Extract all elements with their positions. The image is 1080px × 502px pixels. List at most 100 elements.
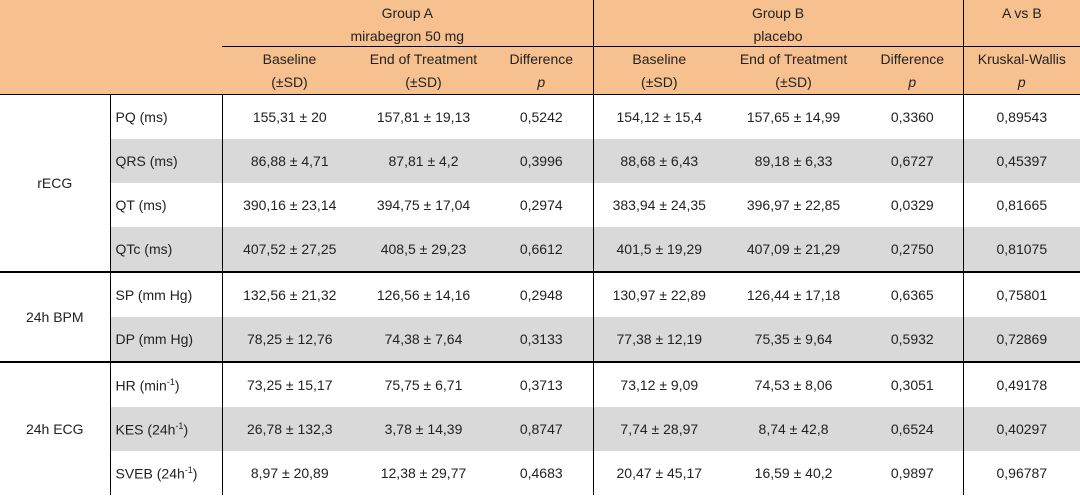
parameter-name: HR (min	[115, 377, 167, 394]
cell-a-end: 75,75 ± 6,71	[357, 361, 490, 407]
cell-b-end: 16,59 ± 40,2	[754, 465, 833, 481]
cell-a-p: 0,3996	[490, 139, 594, 183]
parameter-name: QT (ms)	[115, 197, 167, 213]
cell-kw: 0,75801	[963, 271, 1080, 317]
parameter-label: QTc (ms)	[110, 227, 223, 272]
parameter-name: DP (mm Hg)	[115, 331, 194, 347]
header-blank	[0, 0, 222, 25]
table-row: KES (24h-1) 26,78 ± 132,3 3,78 ± 14,39 0,87…	[0, 407, 1080, 451]
table-row: DP (mm Hg) 78,25 ± 12,76 74,38 ± 7,64 0,313…	[0, 317, 1080, 362]
cell-a-end: 408,5 ± 29,23	[357, 227, 490, 272]
cell-b-p: 0,3360	[862, 94, 964, 139]
parameter-label: QRS (ms)	[110, 139, 223, 183]
parameter-name: QRS (ms)	[115, 153, 178, 169]
cell-a-base: 407,52 ± 27,25	[222, 227, 357, 272]
cell-b-base: 7,74 ± 28,97	[593, 407, 726, 451]
cell-b-end: 126,44 ± 17,18	[725, 271, 863, 317]
cell-b-p: 0,6365	[862, 271, 964, 317]
group-label: 24h BPM	[0, 271, 111, 362]
group-b-title: Group B	[593, 0, 964, 25]
cell-a-end: 87,81 ± 4,2	[357, 139, 490, 183]
table-row: QTc (ms) 407,52 ± 27,25 408,5 ± 29,23 0,661…	[0, 227, 1080, 272]
col-a-diff: Difference	[490, 46, 594, 70]
parameter-unit-exponent: -1	[175, 420, 184, 431]
cell-kw: 0,45397	[963, 139, 1080, 183]
cell-b-p: 0,0329	[862, 183, 964, 227]
cell-b-base: 88,68 ± 6,43	[593, 139, 726, 183]
table-row: 24h BPM SP (mm Hg) 132,56 ± 21,32 126,56 ± …	[0, 271, 1080, 362]
parameter-label: DP (mm Hg)	[110, 317, 223, 362]
col-b-p: p	[862, 70, 964, 95]
parameter-name: SVEB (24h	[115, 465, 185, 482]
group-b-subtitle: placebo	[593, 25, 964, 47]
cell-b-p: 0,3051	[862, 361, 964, 407]
cell-a-base: 78,25 ± 12,76	[222, 317, 357, 362]
cell-b-base: 20,47 ± 45,17	[616, 465, 703, 481]
cell-b-end: 75,35 ± 9,64	[725, 317, 863, 362]
cell-b-end: 8,74 ± 42,8	[725, 407, 863, 451]
cell-b-p: 0,6524	[862, 407, 964, 451]
parameter-label: SP (mm Hg)	[110, 271, 223, 317]
parameter-label: KES (24h-1)	[110, 407, 223, 451]
cell-a-p: 0,3713	[490, 361, 594, 407]
cell-a-base: 86,88 ± 4,71	[222, 139, 357, 183]
table-row: QT (ms) 390,16 ± 23,14 394,75 ± 17,04 0,297…	[0, 183, 1080, 227]
parameter-label: SVEB (24h-1)	[110, 451, 223, 495]
table-row: rECG PQ (ms) 155,31 ± 20 157,81 ± 19,13 0,52…	[0, 94, 1080, 272]
cell-a-base: 390,16 ± 23,14	[243, 197, 337, 213]
group-label: 24h ECG	[0, 361, 111, 495]
cell-b-base: 154,12 ± 15,4	[593, 94, 726, 139]
parameter-label: QT (ms)	[110, 183, 223, 227]
cell-b-end: 407,09 ± 21,29	[725, 227, 863, 272]
col-b-eot: End of Treatment	[725, 46, 863, 70]
parameter-unit-exponent: -1	[166, 376, 175, 387]
cell-a-base: 132,56 ± 21,32	[222, 271, 357, 317]
table-row: 24h ECG HR (min-1) 73,25 ± 15,17 75,75 ± 6,…	[0, 361, 1080, 495]
cell-a-end: 126,56 ± 14,16	[357, 271, 490, 317]
col-a-eot: End of Treatment	[357, 46, 490, 70]
parameter-label: HR (min-1)	[110, 361, 223, 407]
cell-a-p: 0,3133	[490, 317, 594, 362]
parameter-unit-close: )	[183, 421, 189, 438]
parameter-name: PQ (ms)	[115, 109, 168, 125]
col-a-p: p	[490, 70, 594, 95]
cell-a-p: 0,2974	[490, 183, 594, 227]
col-a-baseline-sd: (±SD)	[222, 70, 357, 95]
parameter-unit-exponent: -1	[184, 464, 193, 475]
parameter-name: QTc (ms)	[115, 241, 173, 257]
parameter-label: PQ (ms)	[110, 94, 223, 139]
cell-a-end: 394,75 ± 17,04	[376, 197, 471, 213]
cell-a-base: 73,25 ± 15,17	[222, 361, 357, 407]
table-row: SVEB (24h-1) 8,97 ± 20,89 12,38 ± 29,77 0,4…	[0, 451, 1080, 495]
cell-a-p: 0,8747	[490, 407, 594, 451]
cell-a-end: 74,38 ± 7,64	[357, 317, 490, 362]
col-a-baseline: Baseline	[222, 46, 357, 70]
col-kw: Kruskal-Wallis	[963, 46, 1080, 70]
col-b-diff: Difference	[862, 46, 964, 70]
col-b-eot-sd: (±SD)	[725, 70, 863, 95]
cell-b-base: 383,94 ± 24,35	[612, 197, 706, 213]
col-a-eot-sd: (±SD)	[357, 70, 490, 95]
group-a-title: Group A	[222, 0, 594, 25]
cell-a-base: 26,78 ± 132,3	[222, 407, 357, 451]
parameter-unit-close: )	[192, 465, 198, 482]
cell-a-base: 155,31 ± 20	[222, 94, 357, 139]
cell-a-end: 3,78 ± 14,39	[357, 407, 490, 451]
cell-b-p: 0,5932	[862, 317, 964, 362]
cell-kw: 0,81665	[996, 197, 1048, 213]
col-b-baseline-sd: (±SD)	[593, 70, 726, 95]
cell-b-p: 0,2750	[862, 227, 964, 272]
cell-b-end: 396,97 ± 22,85	[746, 197, 841, 213]
table-row: QRS (ms) 86,88 ± 4,71 87,81 ± 4,2 0,3996 88,…	[0, 139, 1080, 183]
cell-kw: 0,96787	[996, 465, 1048, 481]
cell-a-end: 157,81 ± 19,13	[357, 94, 490, 139]
cell-a-p: 0,5242	[490, 94, 594, 139]
parameter-name: KES (24h	[115, 421, 176, 438]
table-body: rECG PQ (ms) 155,31 ± 20 157,81 ± 19,13 0,52…	[0, 94, 1080, 495]
col-kw-p: p	[963, 70, 1080, 95]
cell-kw: 0,81075	[963, 227, 1080, 272]
parameter-unit-close: )	[174, 377, 180, 394]
cell-kw: 0,49178	[963, 361, 1080, 407]
parameter-name: SP (mm Hg)	[115, 287, 193, 303]
